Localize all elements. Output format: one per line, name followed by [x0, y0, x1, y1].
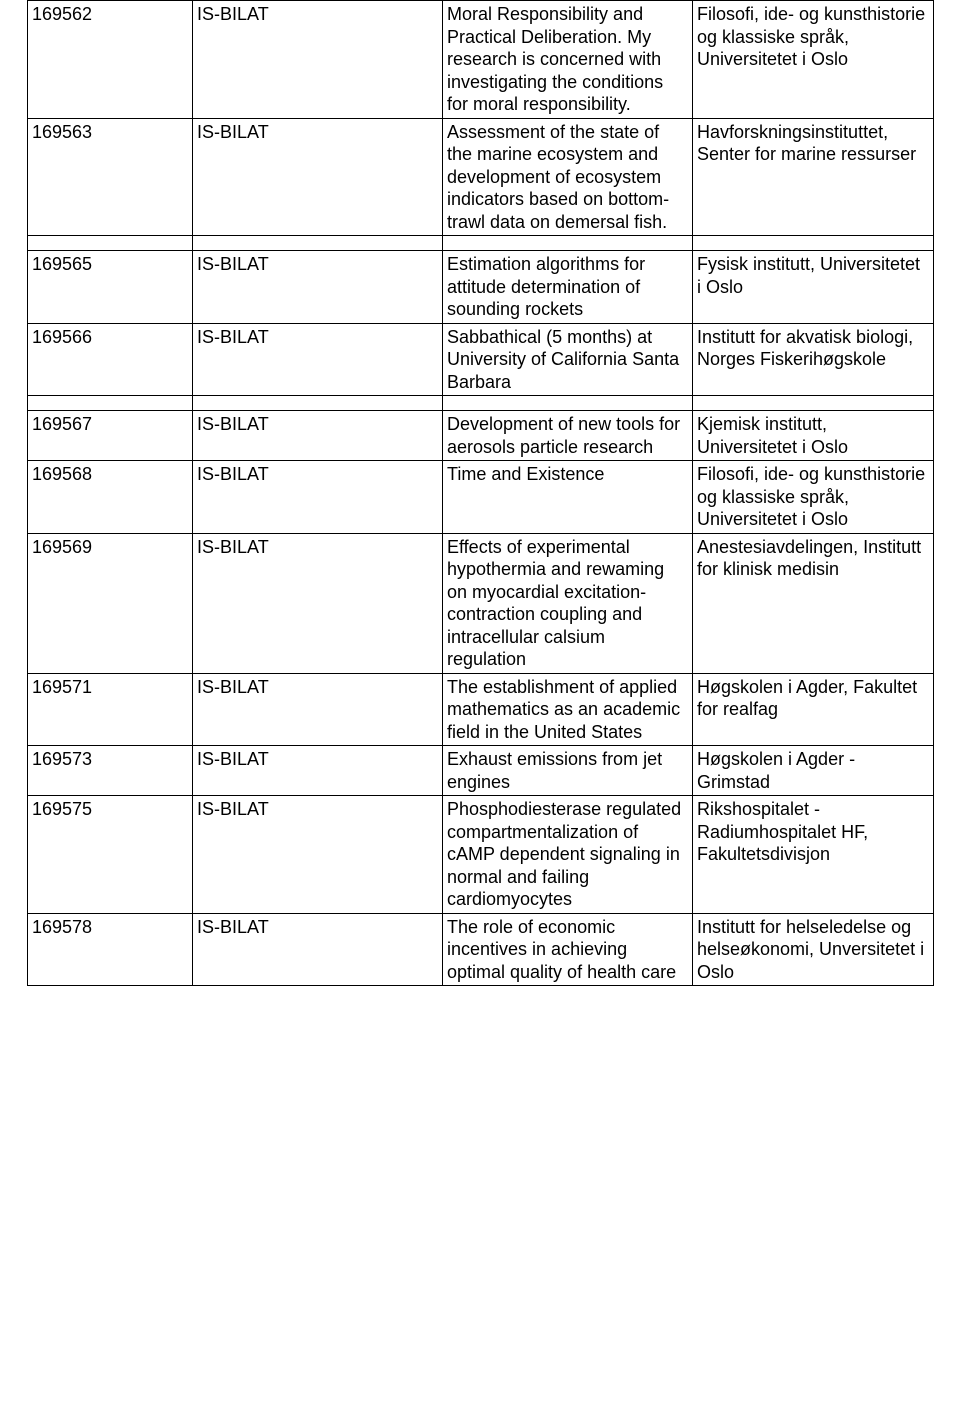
cell-id: 169575 — [28, 796, 193, 914]
table-row: 169571IS-BILATThe establishment of appli… — [28, 673, 934, 746]
gap-cell — [443, 396, 693, 411]
cell-program: IS-BILAT — [193, 411, 443, 461]
cell-institution: Institutt for akvatisk biologi, Norges F… — [693, 323, 934, 396]
table-row: 169575IS-BILATPhosphodiesterase regulate… — [28, 796, 934, 914]
gap-cell — [28, 236, 193, 251]
cell-institution: Havforskningsinstituttet, Senter for mar… — [693, 118, 934, 236]
cell-title: Effects of experimental hypothermia and … — [443, 533, 693, 673]
document-page: 169562IS-BILATMoral Responsibility and P… — [0, 0, 960, 986]
table-row: 169569IS-BILATEffects of experimental hy… — [28, 533, 934, 673]
cell-id: 169566 — [28, 323, 193, 396]
cell-id: 169571 — [28, 673, 193, 746]
cell-program: IS-BILAT — [193, 533, 443, 673]
table-row: 169567IS-BILATDevelopment of new tools f… — [28, 411, 934, 461]
cell-program: IS-BILAT — [193, 913, 443, 986]
gap-cell — [28, 396, 193, 411]
cell-institution: Rikshospitalet - Radiumhospitalet HF, Fa… — [693, 796, 934, 914]
cell-institution: Institutt for helseledelse og helseøkono… — [693, 913, 934, 986]
cell-id: 169565 — [28, 251, 193, 324]
cell-title: Time and Existence — [443, 461, 693, 534]
gap-cell — [193, 236, 443, 251]
cell-institution: Kjemisk institutt, Universitetet i Oslo — [693, 411, 934, 461]
cell-program: IS-BILAT — [193, 1, 443, 119]
table-gap — [28, 236, 934, 251]
cell-institution: Høgskolen i Agder - Grimstad — [693, 746, 934, 796]
table-row: 169565IS-BILATEstimation algorithms for … — [28, 251, 934, 324]
gap-cell — [693, 236, 934, 251]
cell-title: The role of economic incentives in achie… — [443, 913, 693, 986]
cell-id: 169562 — [28, 1, 193, 119]
table-row: 169568IS-BILATTime and ExistenceFilosofi… — [28, 461, 934, 534]
cell-program: IS-BILAT — [193, 461, 443, 534]
cell-title: Exhaust emissions from jet engines — [443, 746, 693, 796]
table-row: 169566IS-BILATSabbathical (5 months) at … — [28, 323, 934, 396]
cell-id: 169573 — [28, 746, 193, 796]
cell-title: Development of new tools for aerosols pa… — [443, 411, 693, 461]
cell-title: Assessment of the state of the marine ec… — [443, 118, 693, 236]
table-row: 169563IS-BILATAssessment of the state of… — [28, 118, 934, 236]
cell-title: Phosphodiesterase regulated compartmenta… — [443, 796, 693, 914]
projects-table: 169562IS-BILATMoral Responsibility and P… — [27, 0, 934, 986]
cell-title: Estimation algorithms for attitude deter… — [443, 251, 693, 324]
table-row: 169562IS-BILATMoral Responsibility and P… — [28, 1, 934, 119]
gap-cell — [693, 396, 934, 411]
cell-institution: Filosofi, ide- og kunsthistorie og klass… — [693, 461, 934, 534]
table-row: 169573IS-BILATExhaust emissions from jet… — [28, 746, 934, 796]
cell-program: IS-BILAT — [193, 746, 443, 796]
cell-institution: Filosofi, ide- og kunsthistorie og klass… — [693, 1, 934, 119]
cell-institution: Anestesiavdelingen, Institutt for klinis… — [693, 533, 934, 673]
cell-program: IS-BILAT — [193, 118, 443, 236]
cell-title: Sabbathical (5 months) at University of … — [443, 323, 693, 396]
cell-program: IS-BILAT — [193, 673, 443, 746]
cell-institution: Fysisk institutt, Universitetet i Oslo — [693, 251, 934, 324]
cell-id: 169563 — [28, 118, 193, 236]
cell-program: IS-BILAT — [193, 323, 443, 396]
cell-program: IS-BILAT — [193, 796, 443, 914]
cell-id: 169567 — [28, 411, 193, 461]
cell-title: Moral Responsibility and Practical Delib… — [443, 1, 693, 119]
cell-id: 169569 — [28, 533, 193, 673]
cell-id: 169578 — [28, 913, 193, 986]
cell-id: 169568 — [28, 461, 193, 534]
gap-cell — [193, 396, 443, 411]
table-row: 169578IS-BILATThe role of economic incen… — [28, 913, 934, 986]
cell-program: IS-BILAT — [193, 251, 443, 324]
cell-institution: Høgskolen i Agder, Fakultet for realfag — [693, 673, 934, 746]
cell-title: The establishment of applied mathematics… — [443, 673, 693, 746]
gap-cell — [443, 236, 693, 251]
table-gap — [28, 396, 934, 411]
